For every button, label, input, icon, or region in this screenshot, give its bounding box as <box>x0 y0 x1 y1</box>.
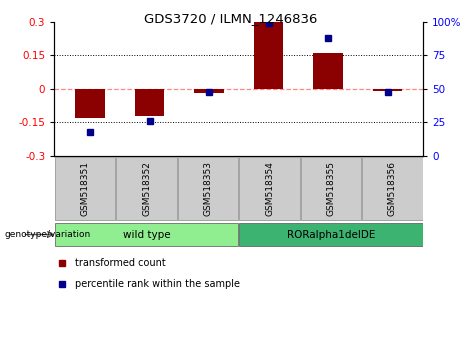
Bar <box>117 157 177 220</box>
Text: GDS3720 / ILMN_1246836: GDS3720 / ILMN_1246836 <box>144 12 317 25</box>
Bar <box>135 89 165 116</box>
Bar <box>239 157 300 220</box>
Text: GSM518352: GSM518352 <box>142 161 151 216</box>
Text: GSM518354: GSM518354 <box>265 161 274 216</box>
Text: GSM518355: GSM518355 <box>326 161 336 216</box>
Text: transformed count: transformed count <box>75 258 165 268</box>
Bar <box>239 223 423 246</box>
Text: percentile rank within the sample: percentile rank within the sample <box>75 279 240 290</box>
Bar <box>372 89 402 91</box>
Text: GSM518356: GSM518356 <box>388 161 397 216</box>
Bar <box>75 89 105 118</box>
Bar <box>194 89 224 93</box>
Bar <box>362 157 423 220</box>
Bar <box>178 157 238 220</box>
Bar <box>55 157 115 220</box>
Text: GSM518353: GSM518353 <box>204 161 213 216</box>
Bar <box>301 157 361 220</box>
Text: GSM518351: GSM518351 <box>81 161 89 216</box>
Bar <box>254 22 284 89</box>
Bar <box>55 223 238 246</box>
Text: RORalpha1delDE: RORalpha1delDE <box>287 229 375 240</box>
Bar <box>313 53 343 89</box>
Text: genotype/variation: genotype/variation <box>5 230 91 239</box>
Text: wild type: wild type <box>123 229 171 240</box>
